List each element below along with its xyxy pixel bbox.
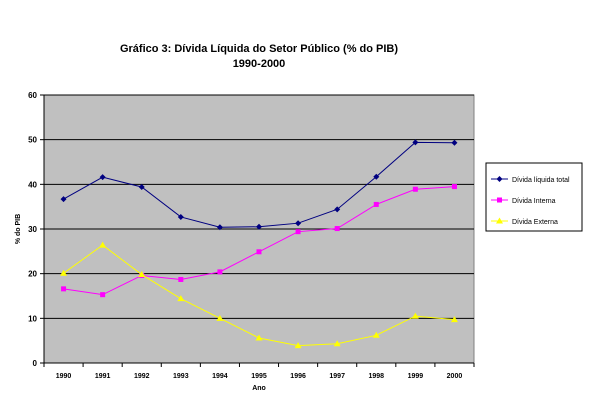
x-tick-label: 1997	[329, 373, 345, 380]
data-point	[412, 186, 418, 192]
x-tick-label: 1999	[408, 373, 424, 380]
x-tick-label: 1998	[368, 373, 384, 380]
x-tick-label: 2000	[447, 373, 463, 380]
data-point	[295, 229, 301, 235]
data-point	[334, 206, 341, 213]
data-point	[217, 269, 223, 275]
data-point	[333, 340, 341, 347]
x-tick-label: 1993	[173, 373, 189, 380]
legend-box	[485, 162, 583, 232]
data-point	[256, 249, 262, 255]
data-point	[373, 201, 379, 207]
legend-label: Dívida Interna	[512, 198, 556, 205]
legend-swatch-marker	[497, 197, 502, 203]
x-tick-label: 1990	[56, 373, 72, 380]
y-tick-label: 60	[28, 91, 37, 100]
chart-subtitle: 1990-2000	[232, 58, 286, 70]
y-tick-label: 40	[28, 180, 37, 189]
data-point	[138, 271, 146, 278]
legend-swatch-marker	[496, 176, 503, 182]
data-point	[99, 241, 107, 248]
x-axis-label: Ano	[252, 385, 266, 392]
legend-swatch-marker	[496, 217, 503, 224]
data-point	[100, 292, 106, 298]
data-point	[216, 224, 223, 231]
data-point	[412, 139, 419, 146]
x-tick-label: 1996	[290, 373, 306, 380]
data-point	[99, 174, 106, 181]
y-tick-label: 50	[28, 136, 37, 145]
x-tick-label: 1992	[134, 373, 150, 380]
data-point	[451, 139, 458, 146]
data-point	[372, 331, 380, 338]
data-point	[411, 312, 419, 319]
y-tick-label: 30	[28, 225, 37, 234]
data-point	[60, 196, 67, 203]
y-tick-label: 20	[28, 270, 37, 279]
data-point	[60, 269, 68, 276]
data-point	[177, 213, 184, 220]
data-point	[334, 226, 340, 232]
legend-label: Dívida Externa	[512, 219, 558, 226]
x-tick-label: 1995	[251, 373, 267, 380]
y-tick-label: 0	[33, 359, 38, 368]
data-point	[373, 173, 380, 180]
data-point	[216, 314, 224, 321]
chart-title: Gráfico 3: Dívida Líquida do Setor Públi…	[119, 43, 399, 55]
data-point	[295, 220, 302, 227]
data-point	[177, 295, 185, 302]
data-point	[451, 184, 457, 190]
y-tick-label: 10	[28, 314, 37, 323]
data-point	[255, 334, 263, 341]
data-point	[61, 286, 67, 292]
data-point	[256, 223, 262, 230]
x-tick-label: 1991	[95, 373, 111, 380]
data-point	[138, 184, 145, 191]
data-point	[450, 316, 458, 323]
legend-label: Dívida líquida total	[512, 177, 570, 184]
x-tick-label: 1994	[212, 373, 228, 380]
data-point	[178, 276, 184, 282]
y-axis-label: % do PIB	[15, 214, 22, 244]
data-point	[294, 342, 302, 349]
